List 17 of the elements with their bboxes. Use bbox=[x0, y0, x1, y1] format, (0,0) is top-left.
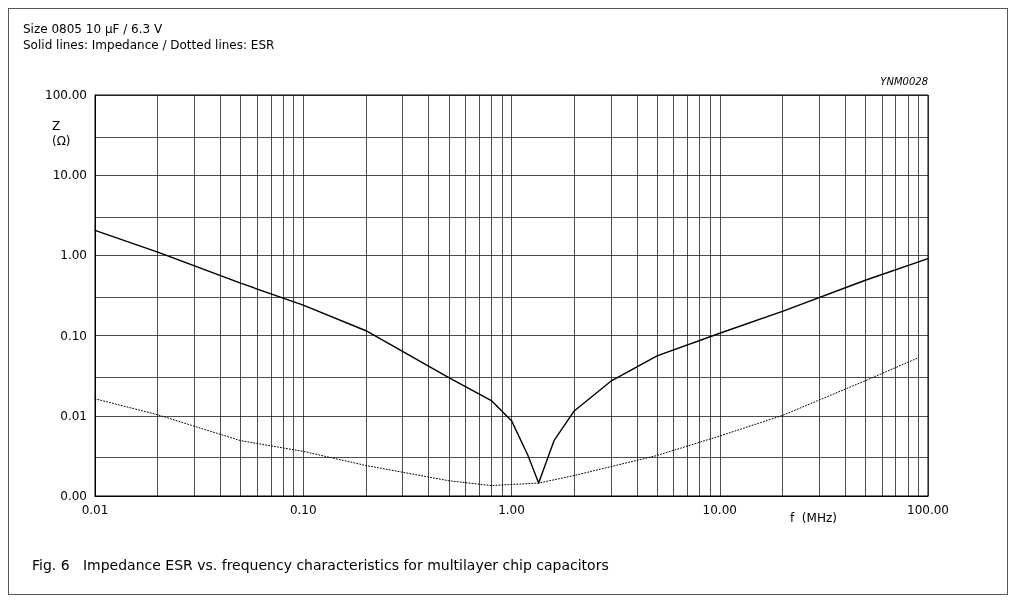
x-tick-label: 0.01 bbox=[81, 503, 109, 517]
y-tick-label: 0.00 bbox=[60, 489, 87, 503]
x-tick-label: 100.00 bbox=[907, 503, 949, 517]
x-tick-label: 1.00 bbox=[498, 503, 525, 517]
caption: Fig. 6 Impedance ESR vs. frequency characteristics for multilayer chip capacitors bbox=[32, 557, 609, 573]
x-tick-label: 10.00 bbox=[702, 503, 737, 517]
chart-subtitle: Solid lines: Impedance / Dotted lines: ESR bbox=[23, 38, 275, 52]
y-axis-title: Z (Ω) bbox=[52, 118, 71, 148]
chart-title: Size 0805 10 μF / 6.3 V bbox=[23, 22, 163, 36]
y-tick-label: 0.01 bbox=[60, 408, 87, 423]
text: YNM0028 bbox=[880, 75, 929, 87]
x-axis-title: f (MHz) bbox=[790, 511, 837, 525]
y-tick-label: 10.00 bbox=[52, 168, 87, 183]
x-tick-label: 0.10 bbox=[289, 503, 317, 517]
y-tick-label: 0.10 bbox=[60, 328, 87, 343]
y-tick-label: 1.00 bbox=[60, 248, 87, 263]
y-tick-label: 100.00 bbox=[45, 88, 87, 102]
